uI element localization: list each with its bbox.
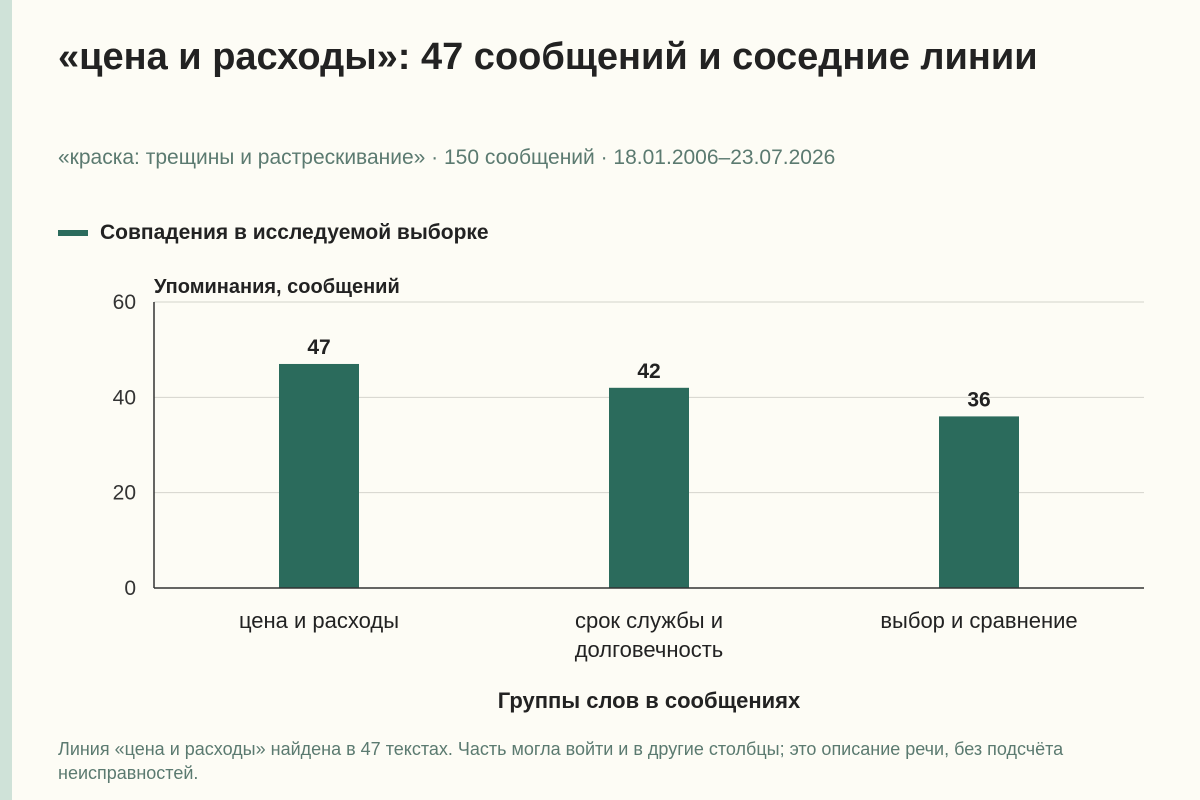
bars xyxy=(279,363,1019,588)
x-tick-label: срок службы и долговечность xyxy=(575,608,724,662)
bar xyxy=(939,416,1019,588)
x-tick-label: выбор и сравнение xyxy=(880,608,1077,633)
legend-swatch xyxy=(58,230,88,236)
y-axis-label: Упоминания, сообщений xyxy=(154,276,400,298)
bar-value-label: 47 xyxy=(307,336,330,359)
bar xyxy=(279,363,359,588)
page-title: «цена и расходы»: 47 сообщений и соседни… xyxy=(58,36,1038,78)
x-axis-categories: цена и расходы срок службы и долговечность… xyxy=(239,608,1078,662)
y-tick-label: 40 xyxy=(113,386,136,409)
bar-value-label: 42 xyxy=(637,360,660,383)
legend-label: Совпадения в исследуемой выборке xyxy=(100,221,489,244)
bar xyxy=(609,387,689,588)
chart-subtitle: «краска: трещины и растрескивание» · 150… xyxy=(58,146,836,169)
footnote: Линия «цена и расходы» найдена в 47 текс… xyxy=(58,739,1064,783)
left-accent-stripe xyxy=(0,0,12,800)
y-tick-label: 0 xyxy=(124,577,136,600)
legend: Совпадения в исследуемой выборке xyxy=(58,219,489,247)
y-tick-label: 20 xyxy=(113,482,136,505)
x-axis-label: Группы слов в сообщениях xyxy=(498,688,801,713)
bar-value-labels: 47 42 36 xyxy=(307,336,990,411)
x-tick-label: цена и расходы xyxy=(239,608,399,633)
y-tick-label: 60 xyxy=(113,291,136,314)
y-axis-ticks: 0 20 40 60 xyxy=(113,291,136,600)
bar-value-label: 36 xyxy=(967,388,990,411)
